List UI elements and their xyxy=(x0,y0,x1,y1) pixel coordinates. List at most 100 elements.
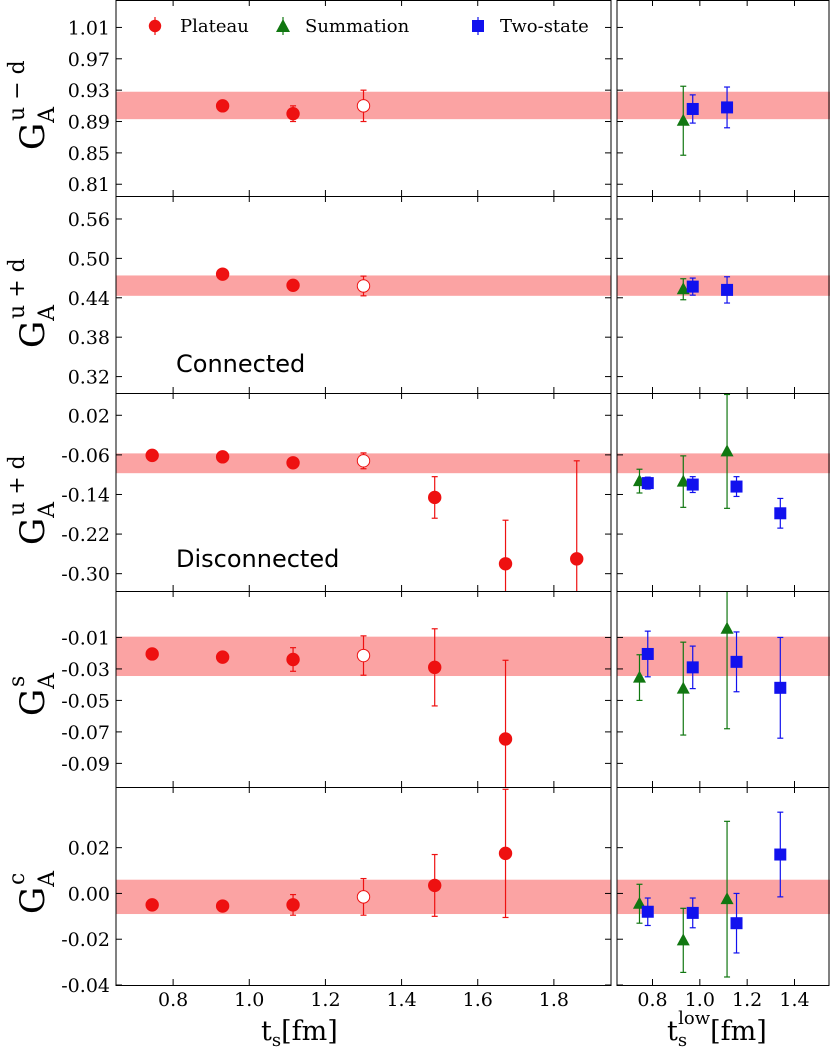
two-state-point-row1-0 xyxy=(686,280,699,293)
legend-summation-marker xyxy=(276,19,290,32)
legend-two-state-marker xyxy=(472,20,484,32)
plateau-point-row2-6 xyxy=(570,552,584,566)
summation-point-row3-2 xyxy=(720,621,734,634)
summation-point-row4-1 xyxy=(676,933,690,946)
ylabel-u-minus-d: GAu − d xyxy=(5,60,60,150)
ytick-label-row0-3: 0.93 xyxy=(68,80,110,102)
ytick-label-row0-0: 0.81 xyxy=(68,174,110,196)
ytick-label-row4-2: 0.00 xyxy=(68,883,110,905)
connected-annotation: Connected xyxy=(176,350,305,378)
two-state-point-row3-0 xyxy=(641,647,654,660)
svg-text:GAs: GAs xyxy=(5,672,60,716)
ytick-label-row0-5: 1.01 xyxy=(68,17,110,39)
plateau-point-row4-1 xyxy=(215,899,230,913)
two-state-point-row2-1 xyxy=(686,478,699,491)
xtick-label-right-0: 0.8 xyxy=(637,989,667,1011)
ytick-label-row1-2: 0.44 xyxy=(68,288,110,310)
plateau-point-row4-5 xyxy=(498,846,513,861)
plateau-point-row3-5 xyxy=(498,732,513,746)
ytick-label-row0-2: 0.89 xyxy=(68,112,110,134)
two-state-point-row3-1 xyxy=(686,661,699,674)
plateau-point-row2-4 xyxy=(428,490,442,505)
ylabel-u-plus-d-connected: GAu + d xyxy=(5,258,60,348)
plateau-point-row3-0 xyxy=(145,647,159,661)
summation-point-row1-0 xyxy=(676,282,690,295)
plateau-point-row4-2 xyxy=(286,898,300,912)
band-layer xyxy=(116,91,830,915)
plateau-point-row3-2 xyxy=(286,652,300,667)
tick-layer: 0.81 0.85 0.89 0.93 0.97 1.01 0.32 0.38 0.44 0.50… xyxy=(61,0,810,1011)
mark-layer xyxy=(145,85,787,978)
ytick-label-row0-1: 0.85 xyxy=(68,143,110,165)
two-state-point-row4-1 xyxy=(686,906,699,919)
ylabel-u-plus-d-disconnected: GAu + d xyxy=(5,455,60,545)
ytick-label-row3-1: -0.07 xyxy=(61,722,110,744)
summation-point-row4-0 xyxy=(632,896,646,909)
plateau-point-row4-3 xyxy=(356,890,371,904)
summation-point-row3-1 xyxy=(676,681,690,694)
frame-row3-right xyxy=(616,591,830,788)
band-row2-right xyxy=(617,453,830,474)
plateau-point-row4-4 xyxy=(428,878,442,893)
disconnected-annotation: Disconnected xyxy=(176,545,339,573)
xlabel-left: ts[fm] xyxy=(261,1016,338,1048)
plateau-point-row0-1 xyxy=(286,106,300,121)
xtick-label-left-3: 1.4 xyxy=(386,989,416,1011)
ytick-label-row3-2: -0.05 xyxy=(61,690,110,712)
summation-point-row2-2 xyxy=(720,444,734,457)
ylabel-c: GAc xyxy=(5,870,60,914)
plateau-point-row3-3 xyxy=(356,648,371,663)
plateau-point-row2-2 xyxy=(286,456,300,470)
svg-text:GAu − d: GAu − d xyxy=(5,60,60,150)
ytick-label-row2-0: -0.30 xyxy=(61,564,110,586)
legend-two-state-label: Two-state xyxy=(500,16,589,37)
summation-point-row2-1 xyxy=(676,474,690,487)
two-state-point-row2-3 xyxy=(774,507,787,520)
two-state-point-row2-0 xyxy=(641,477,654,490)
ytick-label-row4-0: -0.04 xyxy=(61,975,110,997)
plateau-point-row3-4 xyxy=(428,660,442,675)
ytick-label-row0-4: 0.97 xyxy=(68,49,110,71)
ytick-label-row2-4: 0.02 xyxy=(68,405,110,427)
legend-plateau-marker xyxy=(148,19,162,33)
xtick-label-left-0: 0.8 xyxy=(158,989,188,1011)
svg-text:GAc: GAc xyxy=(5,870,60,914)
summation-point-row3-0 xyxy=(632,670,646,683)
plateau-point-row2-5 xyxy=(498,557,513,571)
xtick-label-right-2: 1.2 xyxy=(732,989,762,1011)
ytick-label-row1-3: 0.50 xyxy=(68,248,110,270)
two-state-point-row3-3 xyxy=(774,681,787,694)
ytick-label-row2-1: -0.22 xyxy=(61,524,110,546)
xtick-label-left-1: 1.0 xyxy=(234,989,264,1011)
legend-summation-label: Summation xyxy=(305,16,410,37)
ytick-label-row1-0: 0.32 xyxy=(68,367,110,389)
two-state-point-row1-1 xyxy=(721,283,734,296)
svg-text:GAu + d: GAu + d xyxy=(5,455,60,545)
ytick-label-row2-3: -0.06 xyxy=(61,445,110,467)
xlabel-right: tslow[fm] xyxy=(667,1008,767,1048)
frame-layer xyxy=(115,0,830,986)
xtick-label-left-2: 1.2 xyxy=(310,989,340,1011)
plateau-point-row0-2 xyxy=(356,99,371,113)
plateau-point-row2-3 xyxy=(356,454,371,468)
ytick-label-row4-1: -0.02 xyxy=(61,929,110,951)
two-state-point-row4-2 xyxy=(730,917,743,930)
svg-text:GAu + d: GAu + d xyxy=(5,258,60,348)
two-state-point-row4-3 xyxy=(774,848,787,861)
ytick-label-row2-2: -0.14 xyxy=(61,484,110,506)
frame-row3-left xyxy=(115,591,612,788)
frame-row4-right xyxy=(616,787,830,986)
two-state-point-row0-0 xyxy=(686,102,699,115)
plateau-point-row4-0 xyxy=(145,898,159,912)
legend: Plateau Summation Two-state xyxy=(148,16,589,37)
xtick-label-right-1: 1.0 xyxy=(685,989,715,1011)
summation-point-row0-0 xyxy=(676,113,690,126)
plateau-point-row1-2 xyxy=(356,279,371,293)
two-state-point-row3-2 xyxy=(730,655,743,668)
xtick-label-left-4: 1.6 xyxy=(463,989,493,1011)
xtick-label-right-3: 1.4 xyxy=(779,989,809,1011)
ytick-label-row3-3: -0.03 xyxy=(61,659,110,681)
ytick-label-row1-4: 0.56 xyxy=(68,209,110,231)
plateau-point-row1-0 xyxy=(215,267,230,281)
